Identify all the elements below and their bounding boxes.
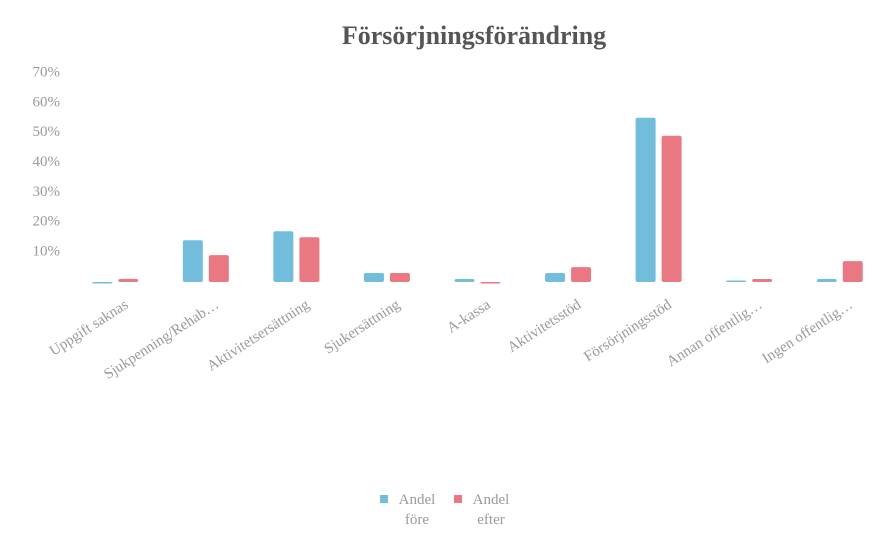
bar [273,231,294,282]
bar [726,280,747,283]
bar [571,267,592,282]
legend-swatch [454,495,462,503]
bar [363,273,384,282]
x-tick-label: Ingen offentlig… [760,297,856,367]
bar [635,117,656,283]
x-tick-label: Aktivitetsstöd [505,297,585,357]
y-tick-label: 30% [33,184,61,200]
bar [299,237,320,282]
bar [752,279,773,282]
legend-swatch [380,495,388,503]
y-tick-label: 60% [33,94,61,110]
bar [118,279,139,282]
x-tick-label: Sjukersättning [322,297,404,358]
bar [454,279,475,282]
y-tick-label: 50% [33,124,61,140]
bar [842,261,863,282]
y-tick-label: 20% [33,214,61,230]
bar [92,282,113,284]
bar [389,273,410,282]
bar [816,279,837,282]
legend: Andel före Andel efter [380,490,516,530]
bar [208,255,229,282]
x-tick-label: Aktivitetsersättning [204,297,312,375]
chart: Försörjningsförändring 10% 20% 30% 40% 50% 60… [33,21,863,383]
legend-label: Andel efter [472,492,510,528]
bar [661,135,682,282]
bar [480,282,501,284]
bar [182,240,203,282]
legend-item: Andel före [380,490,442,530]
legend-item: Andel efter [454,490,516,530]
x-tick-label: Försörjningsstöd [581,297,675,366]
y-tick-label: 70% [33,64,61,80]
legend-label: Andel före [398,492,436,528]
y-tick-label: 10% [33,244,61,260]
x-tick-label: A-kassa [444,297,494,337]
x-tick-label: Uppgift saknas [47,297,132,360]
chart-title: Försörjningsförändring [342,21,606,50]
y-tick-label: 40% [33,154,61,170]
bar [545,273,566,282]
x-tick-label: Annan offentlig… [664,297,765,370]
